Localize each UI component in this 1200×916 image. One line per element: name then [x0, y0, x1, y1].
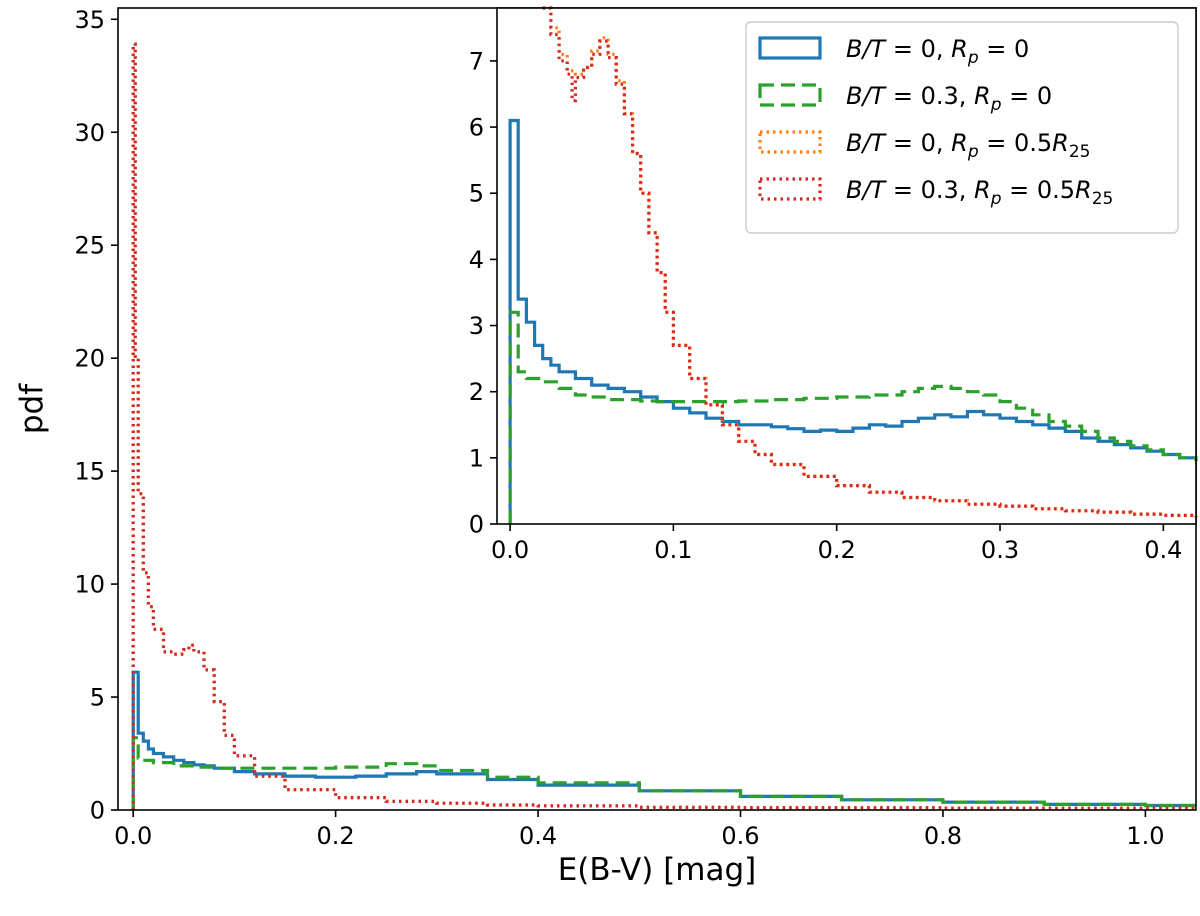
legend-bt-symbol: B/T	[846, 129, 888, 157]
inset-series-b-t-0-3-r-p-0	[508, 310, 1198, 524]
main-y-tick-label: 10	[74, 571, 105, 599]
main-y-tick-label: 5	[90, 684, 105, 712]
inset-y-tick-label: 0	[469, 511, 484, 539]
legend-bt-symbol: B/T	[846, 35, 888, 63]
legend-label-b-t-0-r-p-0: B/T = 0, Rp = 0	[846, 35, 1029, 68]
main-x-tick-label: 0.6	[721, 822, 759, 850]
legend-frame	[745, 21, 1179, 234]
legend-r25-symbol: R	[1075, 176, 1092, 204]
inset-series-b-t-0-r-p-0	[508, 118, 1196, 524]
legend-swatch-b-t-0-r-p-0-5r-25	[758, 130, 822, 154]
legend-bt-value: = 0,	[885, 129, 951, 157]
inset-series-b-t-0-3-r-p-0-5r-25	[542, 6, 1198, 518]
legend-swatch-b-t-0-3-r-p-0-5r-25	[758, 177, 822, 201]
legend-bt-symbol: B/T	[846, 176, 888, 204]
legend-rp-symbol: R	[974, 176, 991, 204]
main-y-tick-label: 0	[90, 797, 105, 825]
inset-axis-ticks: 0.0 0.1 0.2 0.3 0.4 0 1 2 3 4 5 6 7	[469, 47, 1183, 564]
legend-label-b-t-0-3-r-p-0: B/T = 0.3, Rp = 0	[846, 82, 1052, 115]
legend-bt-value: = 0,	[885, 35, 951, 63]
legend-bt-symbol: B/T	[846, 82, 888, 110]
inset-y-tick-label: 1	[469, 444, 484, 472]
inset-y-tick-label: 7	[469, 47, 484, 75]
inset-y-tick-label: 3	[469, 312, 484, 340]
legend-rp-value: = 0.5	[1002, 176, 1076, 204]
main-series-b-t-0-3-r-p-0	[131, 736, 1196, 810]
inset-x-tick-label: 0.0	[491, 536, 529, 564]
legend-swatch-b-t-0-r-p-0	[758, 36, 822, 60]
legend-label-b-t-0-3-r-p-0-5r-25: B/T = 0.3, Rp = 0.5R25	[846, 176, 1113, 209]
inset-x-tick-label: 0.4	[1144, 536, 1182, 564]
main-series-b-t-0-3-r-p-0-5r-25	[131, 42, 1198, 810]
main-y-tick-label: 15	[74, 458, 105, 486]
legend-bt-value: = 0.3,	[885, 82, 974, 110]
main-series-group	[131, 42, 1198, 810]
legend-rp-value: = 0	[1002, 82, 1053, 110]
legend-rp-subscript: p	[990, 189, 1002, 209]
main-x-tick-label: 0.2	[317, 822, 355, 850]
inset-x-tick-label: 0.1	[654, 536, 692, 564]
inset-y-tick-label: 4	[469, 246, 484, 274]
main-x-tick-label: 0.0	[114, 822, 152, 850]
legend-rp-subscript: p	[990, 95, 1002, 115]
legend-rp-value: = 0.5	[979, 129, 1053, 157]
legend-rp-symbol: R	[974, 82, 991, 110]
x-axis-label: E(B-V) [mag]	[558, 852, 757, 888]
main-y-tick-label: 30	[74, 119, 105, 147]
legend-rp-symbol: R	[951, 35, 968, 63]
main-x-tick-label: 0.4	[519, 822, 557, 850]
inset-series-group	[508, 6, 1198, 524]
legend-r25-symbol: R	[1052, 129, 1069, 157]
inset-x-tick-label: 0.3	[981, 536, 1019, 564]
inset-x-tick-label: 0.2	[818, 536, 856, 564]
main-series-b-t-0-r-p-0	[131, 670, 1196, 810]
inset-series-b-t-0-r-p-0-5r-25	[542, 6, 1198, 518]
main-x-tick-label: 0.8	[924, 822, 962, 850]
legend-rp-subscript: p	[967, 48, 979, 68]
inset-plot-frame	[496, 7, 1197, 525]
legend-r25-subscript: 25	[1069, 142, 1091, 162]
main-y-tick-label: 20	[74, 345, 105, 373]
legend-rp-symbol: R	[951, 129, 968, 157]
legend-r25-subscript: 25	[1092, 189, 1114, 209]
main-y-tick-label: 35	[74, 6, 105, 34]
inset-y-tick-label: 5	[469, 180, 484, 208]
main-x-tick-label: 1.0	[1126, 822, 1164, 850]
legend-rp-subscript: p	[967, 142, 979, 162]
legend-label-b-t-0-r-p-0-5r-25: B/T = 0, Rp = 0.5R25	[846, 129, 1090, 162]
inset-y-tick-label: 2	[469, 378, 484, 406]
main-y-tick-label: 25	[74, 232, 105, 260]
inset-y-tick-label: 6	[469, 114, 484, 142]
legend: B/T = 0, Rp = 0B/T = 0.3, Rp = 0B/T = 0,…	[745, 21, 1179, 234]
y-axis-label: pdf	[14, 383, 50, 434]
legend-bt-value: = 0.3,	[885, 176, 974, 204]
legend-rp-value: = 0	[979, 35, 1030, 63]
legend-swatch-b-t-0-3-r-p-0	[758, 83, 822, 107]
